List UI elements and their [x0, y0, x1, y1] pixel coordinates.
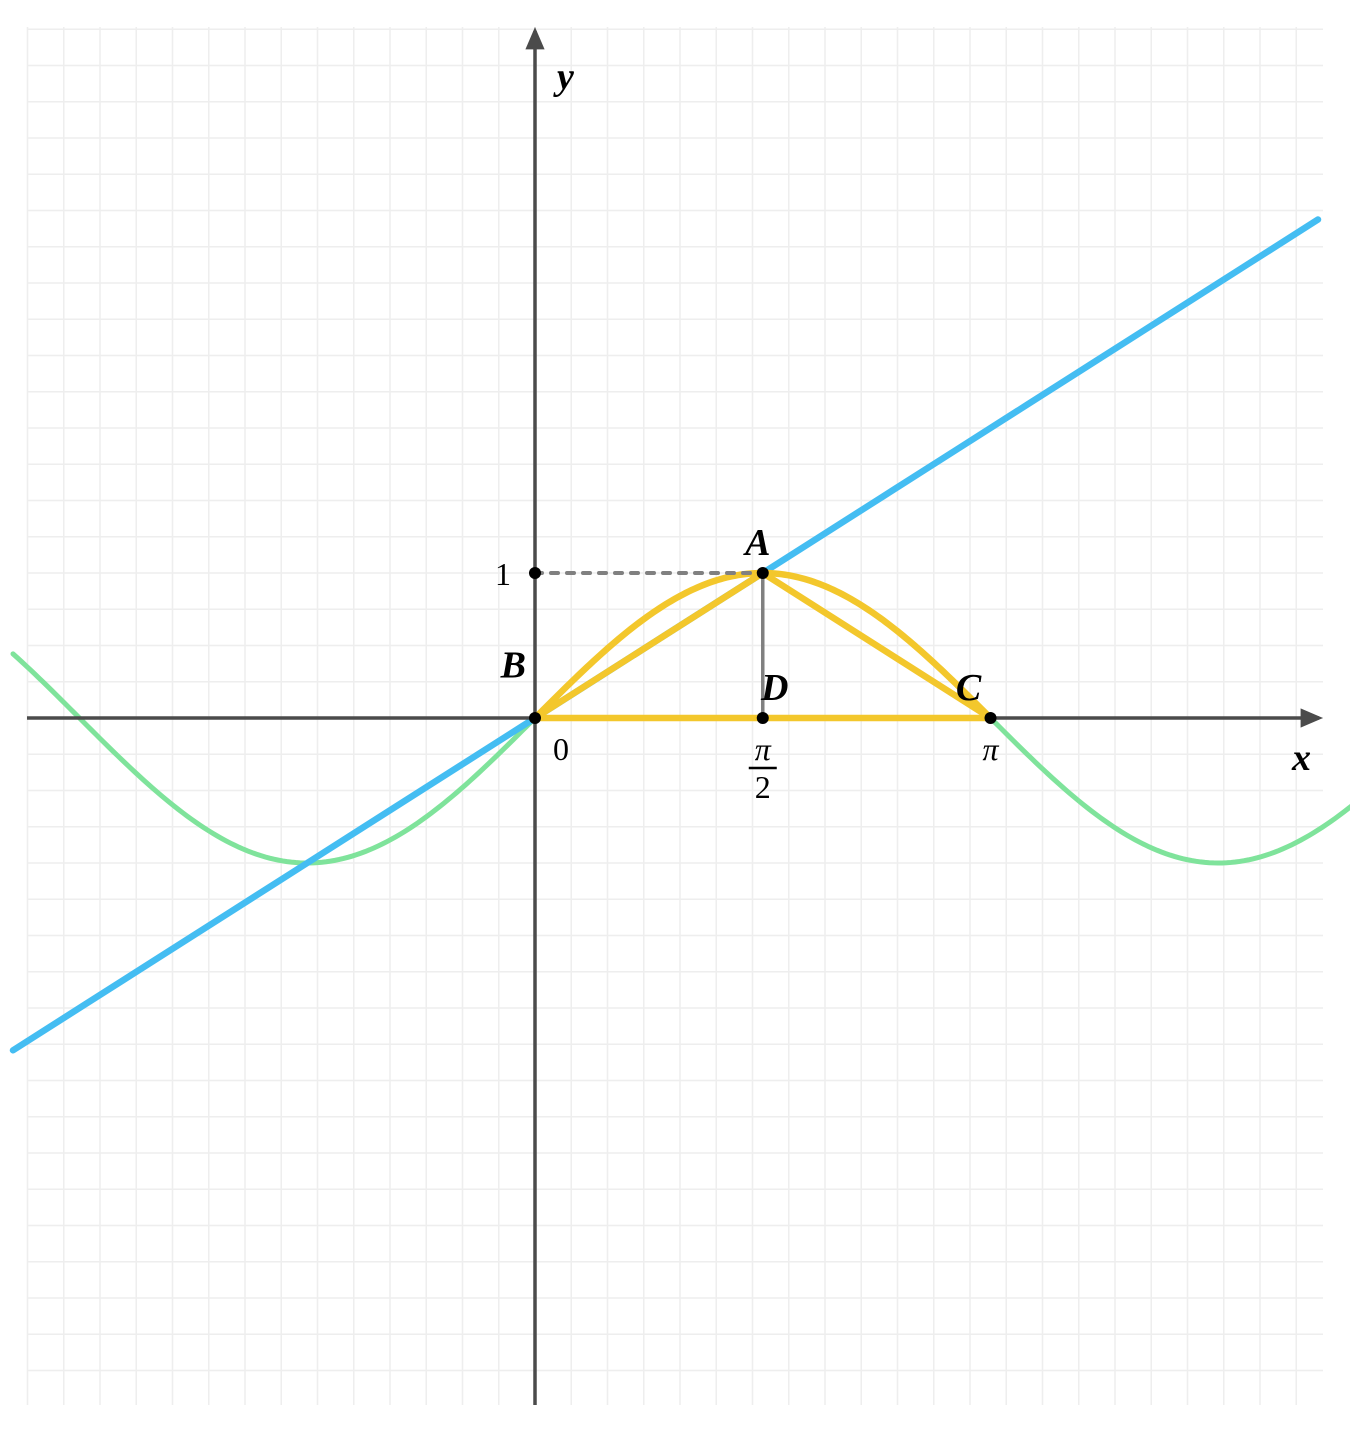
function-plot: yxABCD01ππ2 — [0, 0, 1350, 1432]
point-b — [529, 712, 541, 724]
label-a: A — [743, 522, 770, 564]
point-d — [757, 712, 769, 724]
point-a — [757, 567, 769, 579]
label-b: B — [500, 644, 526, 686]
label-c: C — [956, 667, 982, 709]
tick-zero: 0 — [553, 731, 569, 767]
x-axis-label: x — [1291, 737, 1311, 779]
point-c — [985, 712, 997, 724]
tick-pi2-num: π — [755, 731, 772, 767]
tick-pi2-den: 2 — [755, 769, 771, 805]
tick-pi: π — [983, 731, 1000, 767]
point-one — [529, 567, 541, 579]
tick-one: 1 — [495, 556, 511, 592]
label-d: D — [760, 667, 788, 709]
y-axis-label: y — [553, 56, 574, 98]
